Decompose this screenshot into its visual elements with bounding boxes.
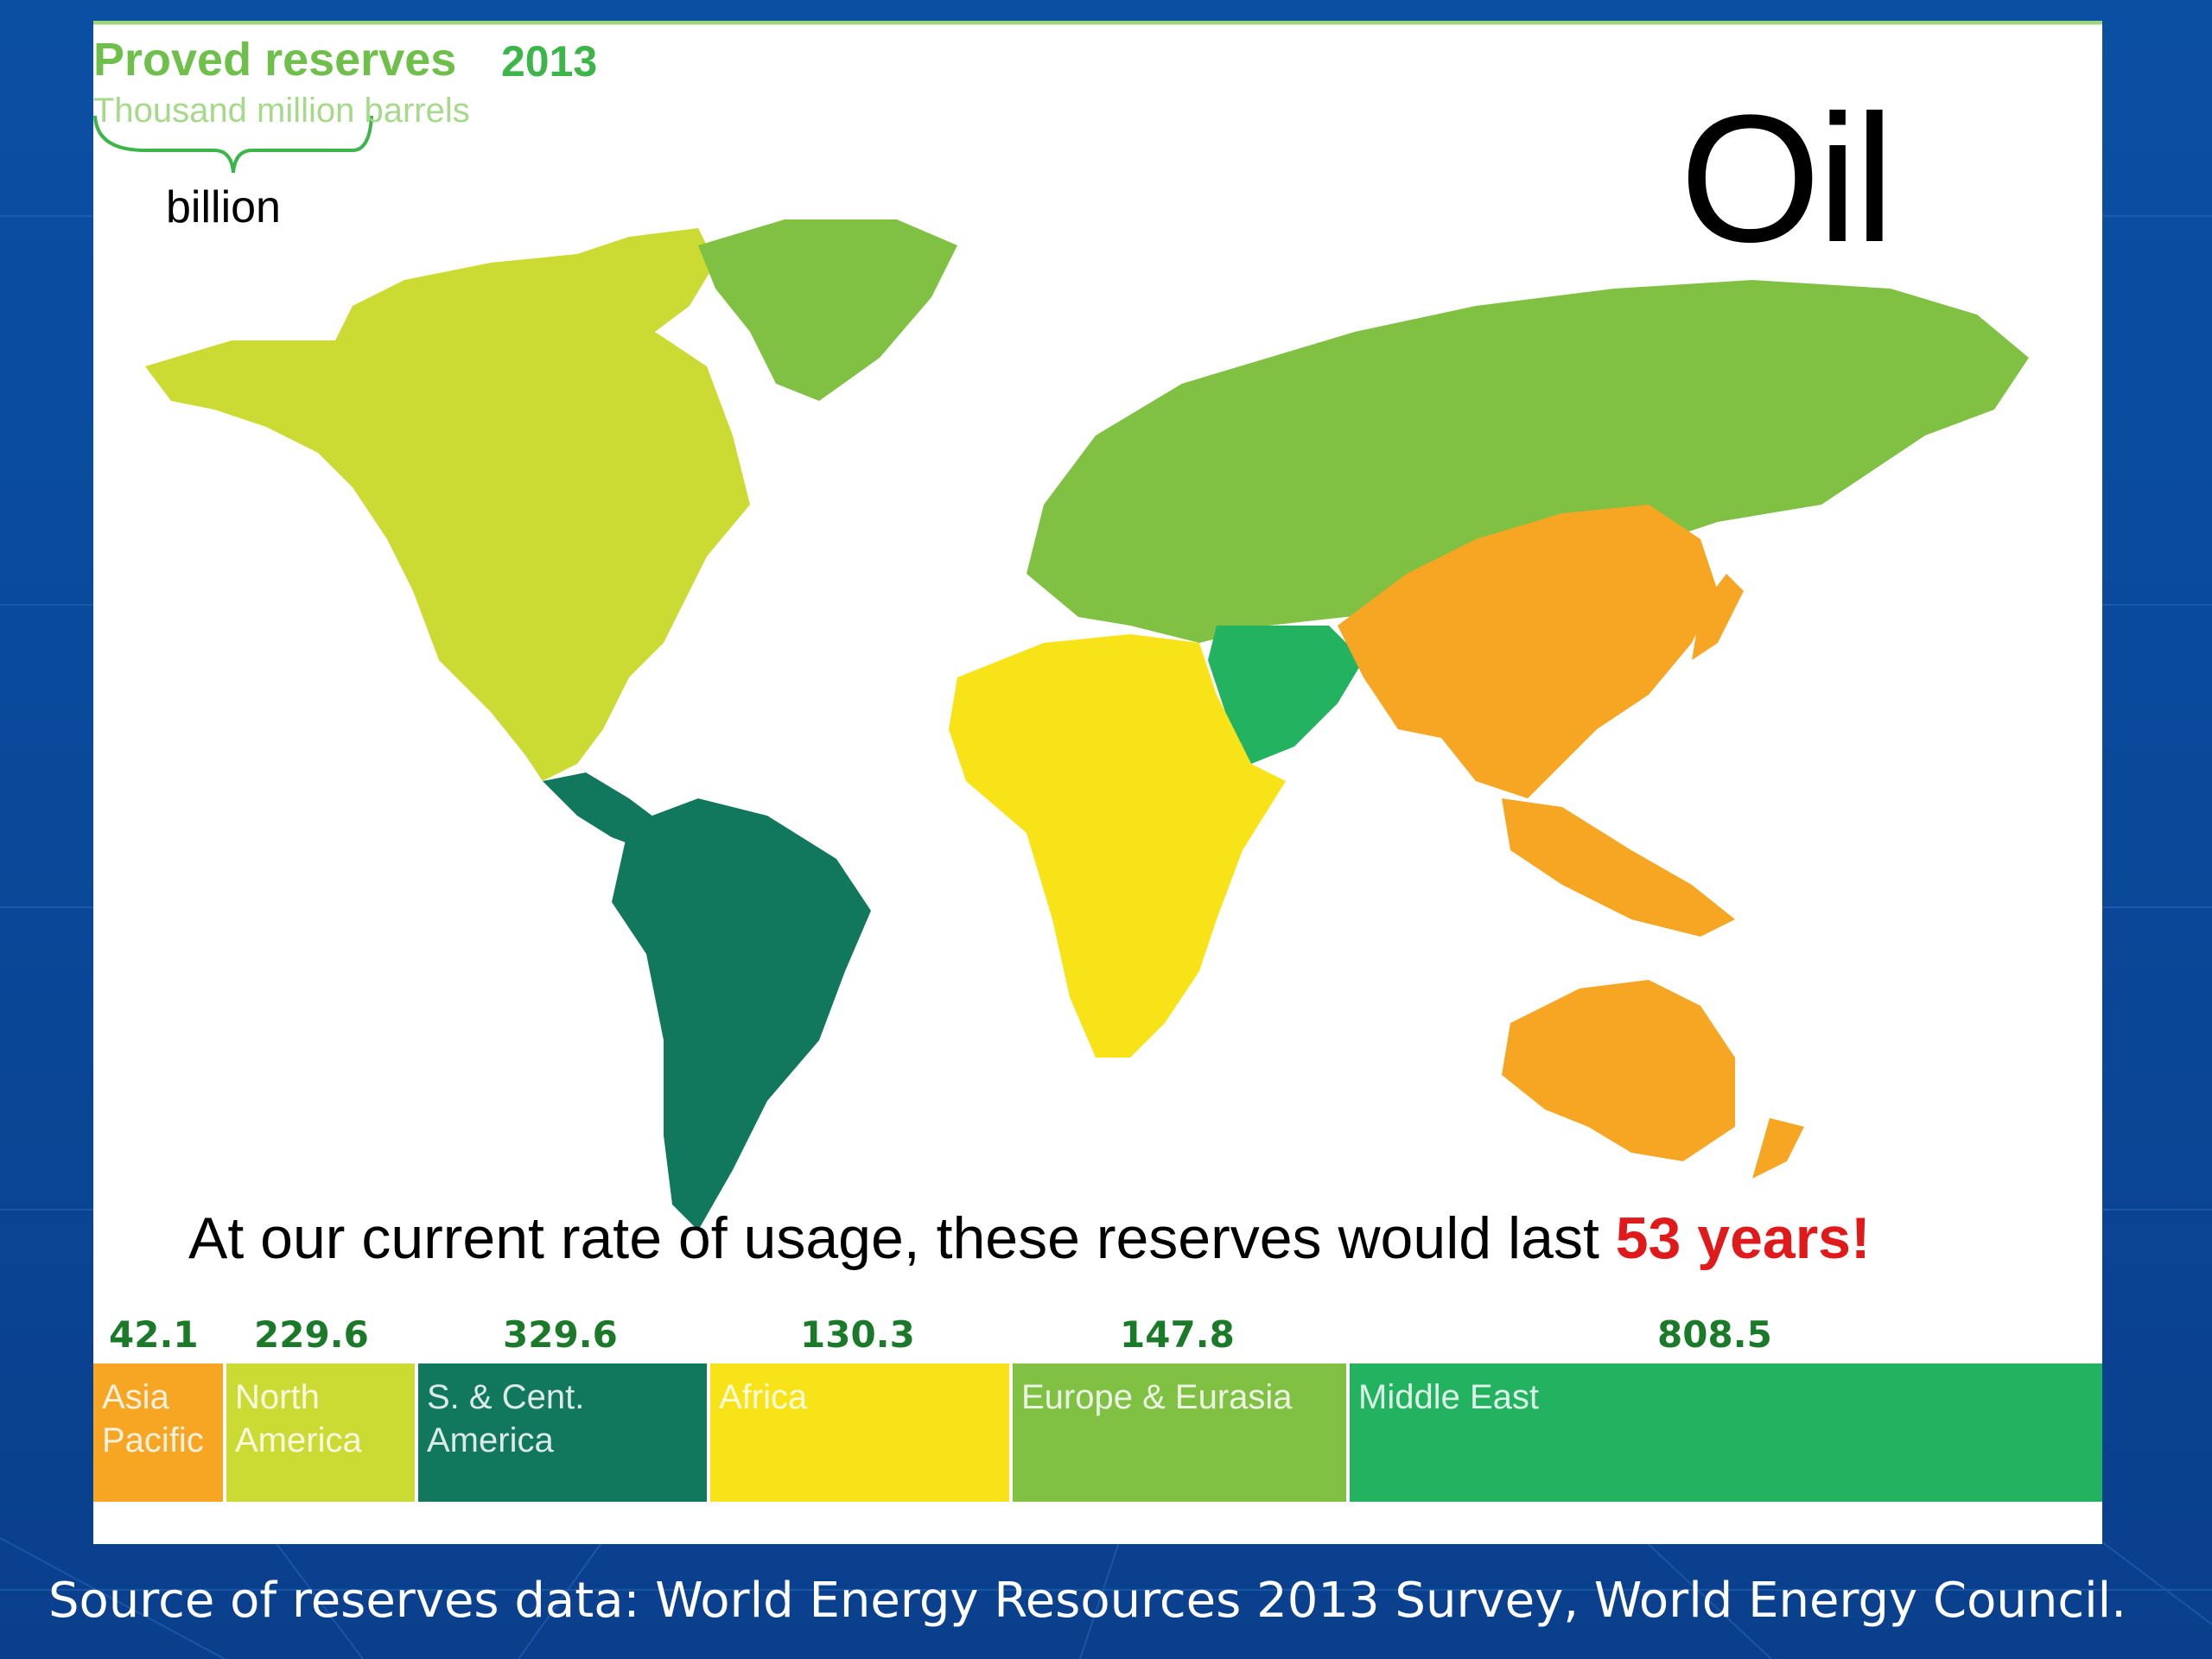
segment-label: Middle East <box>1358 1378 1539 1416</box>
region-south-america <box>612 798 871 1230</box>
region-japan <box>1692 574 1744 660</box>
bar-segment-south-central-america: S. & Cent. America <box>418 1363 707 1502</box>
bar-segment-africa: Africa <box>710 1363 1009 1502</box>
segment-label: S. & Cent. America <box>427 1378 585 1459</box>
bar-segment-north-america: North America <box>226 1363 415 1502</box>
unit-bracket <box>93 115 373 174</box>
usage-text: At our current rate of usage, these rese… <box>188 1205 1616 1271</box>
bar-segment-europe-eurasia: Europe & Eurasia <box>1013 1363 1346 1502</box>
source-citation: Source of reserves data: World Energy Re… <box>48 1573 2127 1629</box>
region-southeast-asia <box>1502 798 1735 937</box>
region-middle-east <box>1208 626 1363 764</box>
segment-label: North America <box>235 1378 362 1459</box>
bar-segment-middle-east: Middle East <box>1350 1363 2102 1502</box>
value-africa: 130.3 <box>800 1313 915 1356</box>
segment-label: Africa <box>719 1378 808 1416</box>
value-middle-east: 808.5 <box>1657 1313 1772 1356</box>
usage-highlight: 53 years! <box>1615 1205 1871 1271</box>
usage-statement: At our current rate of usage, these rese… <box>188 1205 1871 1272</box>
world-map <box>93 21 2102 1230</box>
resource-label: Oil <box>1680 77 1895 280</box>
value-north-america: 229.6 <box>254 1313 369 1356</box>
region-greenland <box>698 219 957 401</box>
region-new-zealand <box>1752 1118 1804 1179</box>
region-north-america <box>145 228 750 781</box>
region-europe-eurasia <box>1027 280 2029 643</box>
unit-note: billion <box>166 182 281 232</box>
value-south-central-america: 329.6 <box>503 1313 618 1356</box>
region-africa <box>949 634 1286 1058</box>
segment-label: Asia Pacific <box>102 1378 204 1459</box>
value-asia-pacific: 42.1 <box>109 1313 199 1356</box>
segment-label: Europe & Eurasia <box>1021 1378 1293 1416</box>
chart-title: Proved reserves <box>93 34 457 86</box>
value-europe-eurasia: 147.8 <box>1120 1313 1235 1356</box>
slide-panel: Proved reserves 2013 Thousand million ba… <box>93 21 2102 1544</box>
bar-segment-asia-pacific: Asia Pacific <box>93 1363 223 1502</box>
region-asia-pacific <box>1338 505 1718 798</box>
region-australia <box>1502 980 1735 1161</box>
chart-year: 2013 <box>501 37 598 86</box>
unit-label: Thousand million barrels <box>93 92 470 130</box>
